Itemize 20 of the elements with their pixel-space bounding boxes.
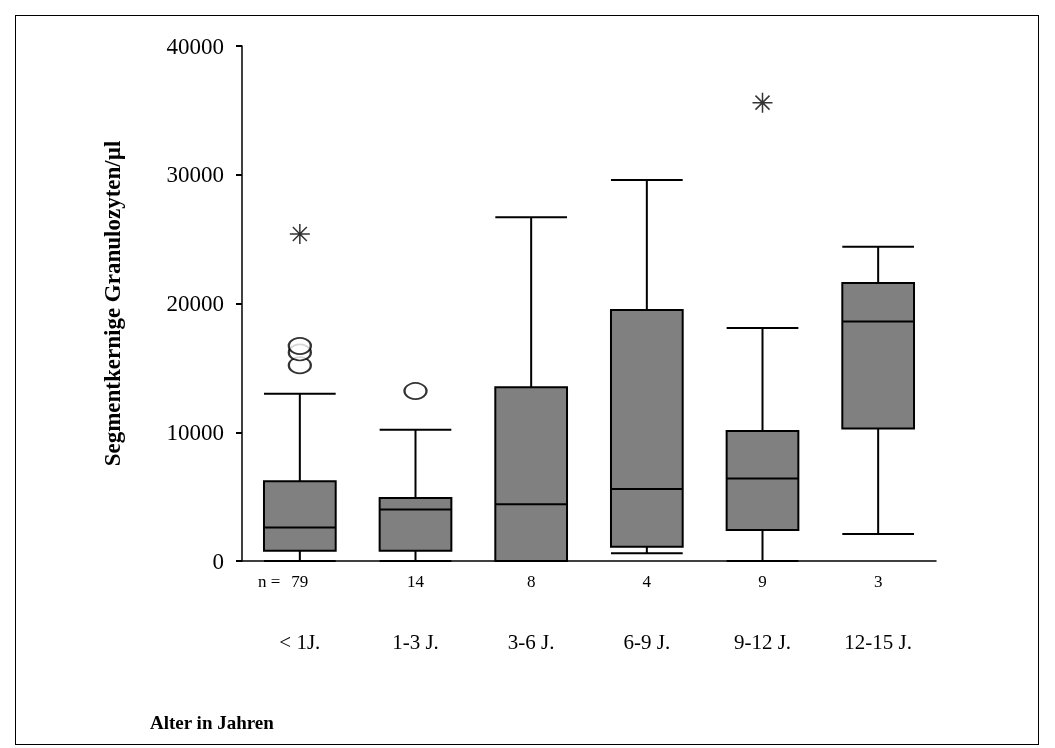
x-axis-title: Alter in Jahren	[150, 711, 275, 733]
y-tick-label: 40000	[166, 33, 224, 59]
y-tick-label: 20000	[166, 291, 224, 316]
y-tick-label: 30000	[166, 162, 224, 188]
text: 4	[642, 571, 652, 591]
text: 14	[407, 571, 425, 591]
text: 3	[873, 571, 883, 591]
x-tick-label: 1-3 J.	[392, 629, 439, 654]
text: 9	[758, 571, 767, 591]
x-tick-label: 12-15 J.	[844, 629, 912, 654]
y-tick-label: 10000	[166, 419, 224, 445]
y-tick-label: 0	[212, 548, 224, 574]
y-axis-title: Segmentkernige Granulozyten/µl	[100, 140, 125, 467]
x-tick-label: 6-9 J.	[623, 629, 671, 654]
x-tick-label: < 1J.	[279, 629, 321, 654]
text: n =	[258, 571, 281, 591]
text: 79	[291, 571, 309, 591]
x-tick-label: 3-6 J.	[507, 629, 555, 654]
text: 8	[526, 571, 536, 591]
x-tick-label: 9-12 J.	[733, 629, 792, 654]
